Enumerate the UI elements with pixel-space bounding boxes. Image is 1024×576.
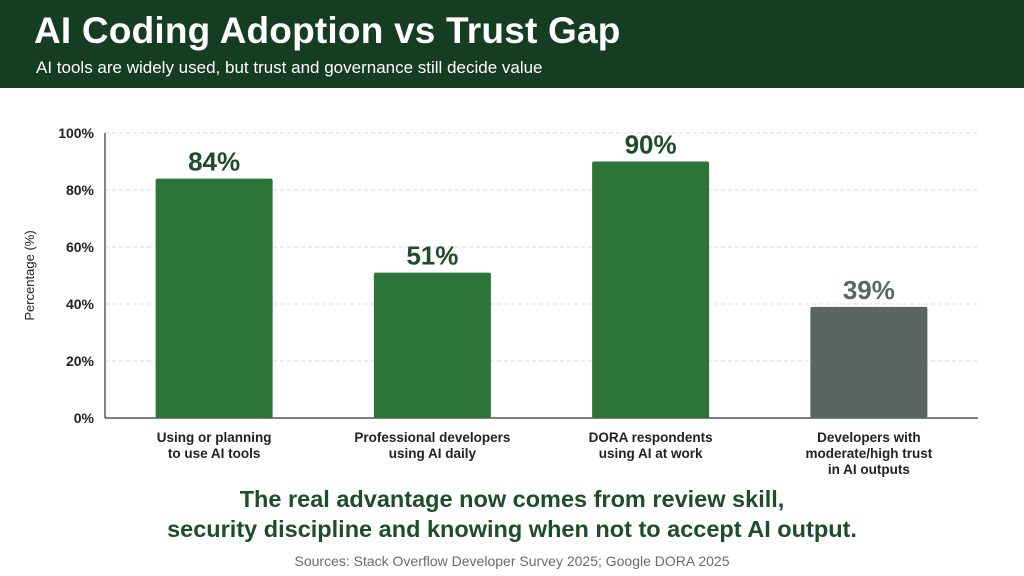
y-axis-title: Percentage (%): [22, 230, 37, 320]
header-banner: AI Coding Adoption vs Trust Gap AI tools…: [0, 0, 1024, 88]
y-tick-label: 100%: [58, 125, 94, 141]
sources-note: Sources: Stack Overflow Developer Survey…: [294, 553, 730, 569]
category-label: using AI daily: [389, 446, 477, 461]
category-label: Using or planning: [157, 430, 272, 445]
bar-value-label: 51%: [406, 241, 458, 271]
bar: [592, 161, 710, 418]
bar-value-label: 84%: [188, 147, 240, 177]
y-tick-label: 60%: [66, 239, 95, 255]
page-subtitle: AI tools are widely used, but trust and …: [36, 58, 543, 77]
takeaway-line-1: The real advantage now comes from review…: [239, 486, 785, 512]
category-label: to use AI tools: [168, 446, 261, 461]
category-label: Developers with: [817, 430, 921, 445]
bar-value-label: 90%: [625, 130, 677, 160]
bar: [810, 306, 928, 418]
y-tick-label: 20%: [66, 353, 95, 369]
category-label: DORA respondents: [589, 430, 713, 445]
category-label: using AI at work: [599, 446, 703, 461]
bar-value-label: 39%: [843, 275, 895, 305]
y-tick-label: 40%: [66, 296, 95, 312]
category-label: in AI outputs: [828, 462, 910, 477]
category-label: Professional developers: [354, 430, 510, 445]
category-label: moderate/high trust: [805, 446, 932, 461]
bar: [155, 178, 273, 418]
y-tick-label: 80%: [66, 182, 95, 198]
bar: [373, 272, 491, 418]
takeaway-text: The real advantage now comes from review…: [0, 484, 1024, 544]
takeaway-line-2: security discipline and knowing when not…: [167, 516, 857, 542]
page-title: AI Coding Adoption vs Trust Gap: [34, 10, 621, 51]
y-tick-label: 0%: [74, 410, 95, 426]
bar-chart: 0% 20% 40% 60% 80% 100% Percentage (%) 84% Using…: [22, 125, 978, 477]
